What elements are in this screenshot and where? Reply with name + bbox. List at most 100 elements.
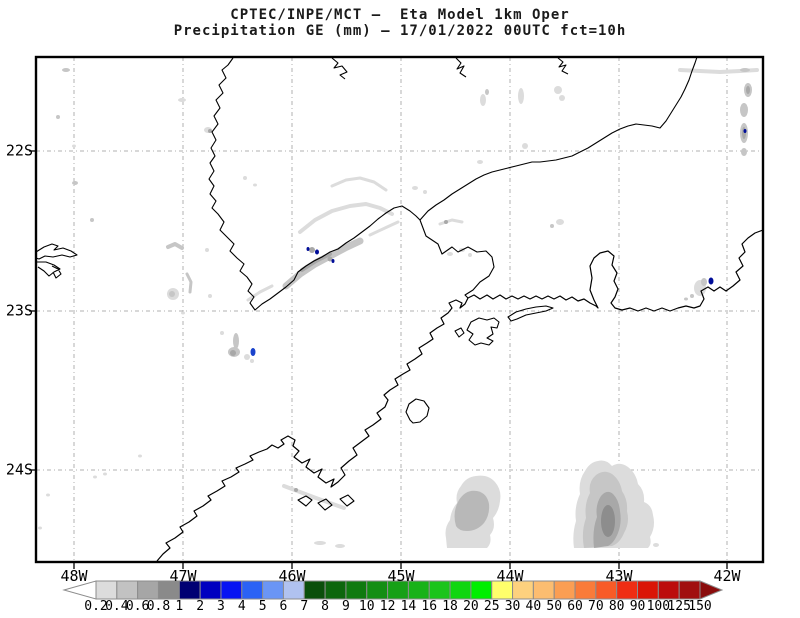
precip-speck (56, 115, 60, 119)
precip-speck (480, 94, 486, 106)
colorbar-cell-4 (241, 580, 264, 600)
island-1 (466, 317, 500, 346)
precip-band (300, 252, 332, 272)
precip-speck (181, 311, 185, 315)
colorbar-value-10: 10 (358, 599, 375, 614)
lon-label-45W: 45W (387, 567, 415, 585)
colorbar-value-5: 5 (258, 599, 267, 614)
colorbar-value-70: 70 (588, 599, 604, 614)
precip-speck (740, 68, 750, 72)
colorbar-cell-2 (199, 580, 222, 600)
precip-band (246, 284, 274, 302)
island-6 (454, 327, 465, 338)
precip-speck (423, 190, 427, 194)
precip-speck (477, 160, 483, 164)
colorbar-value-12: 12 (379, 599, 396, 614)
title-line-1: CPTEC/INPE/MCT — Eta Model 1km Oper (230, 7, 570, 23)
colorbar-value-1: 1 (175, 599, 184, 614)
colorbar-value-18: 18 (442, 599, 458, 614)
map-title: CPTEC/INPE/MCT — Eta Model 1km Oper Prec… (0, 7, 800, 39)
colorbar-value-16: 16 (421, 599, 438, 614)
colorbar-value-125: 125 (667, 599, 691, 614)
precip-speck (640, 539, 650, 545)
precip-speck (684, 297, 688, 301)
precip-speck (518, 88, 524, 104)
colorbar-cell-20 (470, 580, 493, 600)
precip-speck (708, 277, 714, 285)
precip-band (282, 237, 364, 290)
precip-speck (208, 294, 212, 298)
state-border-2 (331, 57, 348, 80)
state-border-0 (208, 56, 698, 311)
colorbar-cell-7 (303, 580, 326, 600)
precip-speck (556, 219, 564, 225)
colorbar-value-0.8: 0.8 (146, 599, 171, 614)
precip-band (298, 202, 394, 234)
colorbar-value-90: 90 (629, 599, 646, 614)
precip-speck (746, 86, 750, 94)
colorbar-value-2: 2 (196, 599, 205, 614)
lon-label-47W: 47W (169, 567, 197, 585)
island-5 (339, 494, 355, 507)
precip-speck (468, 253, 472, 257)
colorbar-value-60: 60 (567, 599, 583, 614)
precip-speck (315, 249, 319, 255)
colorbar-value-100: 100 (646, 599, 671, 614)
island-2 (507, 305, 554, 322)
colorbar-cell-3 (220, 580, 243, 600)
colorbar-value-20: 20 (463, 599, 479, 614)
precip-cell (454, 490, 490, 531)
precip-speck (559, 95, 565, 101)
colorbar-value-0.2: 0.2 (84, 599, 108, 614)
precip-band (438, 218, 464, 226)
precip-speck (309, 247, 315, 253)
colorbar-right-arrow (699, 580, 724, 600)
state-border-1 (419, 219, 495, 299)
precip-speck (550, 224, 554, 228)
precip-speck (138, 454, 142, 458)
precip-speck (178, 98, 186, 102)
precip-speck (485, 89, 489, 95)
precip-speck (250, 359, 254, 363)
precip-speck (72, 144, 76, 148)
precip-speck (103, 472, 107, 476)
title-line-2: Precipitation GE (mm) — 17/01/2022 00UTC… (173, 23, 627, 39)
colorbar-cell-90 (637, 580, 659, 600)
precip-speck (62, 68, 70, 72)
precip-speck (653, 543, 659, 547)
precip-speck (38, 526, 42, 530)
precip-speck (740, 103, 748, 117)
precip-speck (46, 493, 50, 497)
precip-speck (690, 294, 694, 298)
colorbar-cell-50 (553, 580, 576, 600)
precip-speck (208, 129, 212, 133)
precip-speck (253, 183, 257, 187)
precip-speck (335, 544, 345, 548)
colorbar-value-4: 4 (237, 599, 246, 614)
colorbar-value-8: 8 (321, 599, 330, 614)
island-0 (405, 398, 430, 424)
precip-speck (412, 186, 418, 190)
colorbar-cell-16 (428, 580, 451, 600)
colorbar-value-14: 14 (400, 599, 417, 614)
precip-speck (250, 348, 256, 356)
island-3 (297, 495, 313, 507)
precip-speck (742, 127, 746, 139)
precip-speck (701, 278, 707, 286)
precip-speck (230, 350, 236, 356)
colorbar-value-50: 50 (546, 599, 563, 614)
colorbar-cell-10 (366, 580, 389, 600)
colorbar-value-6: 6 (279, 599, 288, 614)
lon-label-42W: 42W (713, 567, 741, 585)
colorbar-cell-0.4 (116, 580, 139, 600)
precip-speck (243, 176, 247, 180)
colorbar-cell-60 (574, 580, 597, 600)
colorbar-cell-40 (532, 580, 555, 600)
lon-label-44W: 44W (496, 567, 524, 585)
colorbar-cell-9 (345, 580, 368, 600)
colorbar-cell-0.6 (137, 580, 159, 600)
state-border-4 (557, 57, 569, 75)
precip-band (185, 272, 193, 294)
